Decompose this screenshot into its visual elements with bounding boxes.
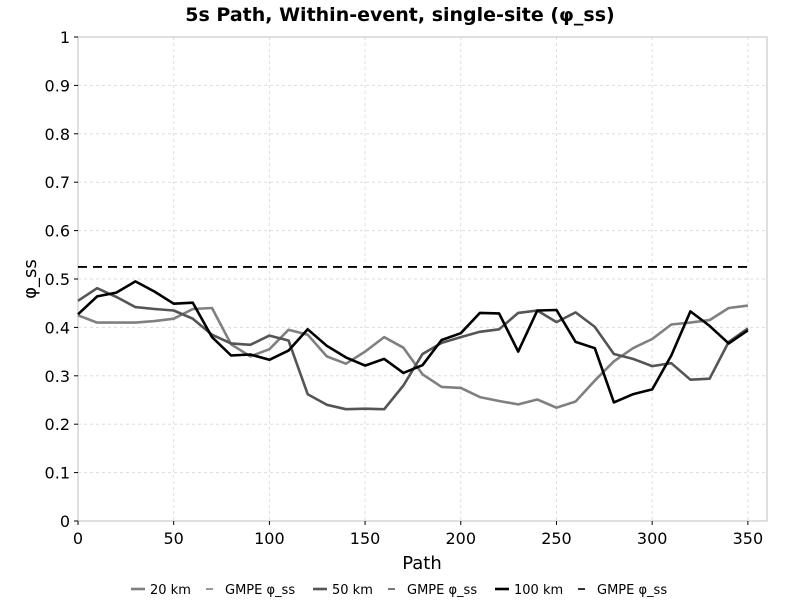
y-tick-label: 0.2 <box>45 415 70 434</box>
legend-label-2: 50 km <box>332 583 373 598</box>
y-tick-label: 0.1 <box>45 464 70 483</box>
y-tick-label: 0 <box>60 512 70 531</box>
y-tick-label: 1 <box>60 28 70 47</box>
legend-label-5: GMPE φ_ss <box>597 583 667 598</box>
legend-label-3: GMPE φ_ss <box>407 583 477 598</box>
chart-title: 5s Path, Within-event, single-site (φ_ss… <box>185 4 614 26</box>
series-layer <box>77 265 749 411</box>
y-tick-label: 0.6 <box>45 222 70 241</box>
x-tick-label: 200 <box>446 529 477 548</box>
x-tick-label: 250 <box>541 529 572 548</box>
x-tick-label: 350 <box>733 529 764 548</box>
chart-grid <box>77 36 767 522</box>
x-tick-label: 0 <box>73 529 83 548</box>
legend-label-0: 20 km <box>150 583 191 598</box>
y-tick-label: 0.5 <box>45 270 70 289</box>
y-tick-label: 0.3 <box>45 367 70 386</box>
series-line-4 <box>77 280 749 404</box>
y-tick-label: 0.4 <box>45 318 70 337</box>
y-tick-label: 0.7 <box>45 173 70 192</box>
y-axis-label: φ_ss <box>20 259 41 299</box>
legend-label-4: 100 km <box>514 583 563 598</box>
chart-legend: 20 km GMPE φ_ss 50 km GMPE φ_ss 100 km GMPE φ… <box>131 583 667 598</box>
y-tick-label: 0.8 <box>45 125 70 144</box>
series-line-0 <box>77 304 749 410</box>
x-tick-label: 150 <box>350 529 381 548</box>
x-tick-label: 50 <box>164 529 184 548</box>
x-tick-label: 100 <box>254 529 285 548</box>
legend-label-1: GMPE φ_ss <box>225 583 295 598</box>
y-axis-ticks: 0 0.1 0.2 0.3 0.4 0.5 0.6 0.7 0.8 0.9 1 <box>45 28 78 531</box>
x-axis-label: Path <box>402 553 442 574</box>
x-tick-label: 300 <box>637 529 668 548</box>
y-tick-label: 0.9 <box>45 76 70 95</box>
x-axis-ticks: 0 50 100 150 200 250 300 350 <box>73 521 763 548</box>
